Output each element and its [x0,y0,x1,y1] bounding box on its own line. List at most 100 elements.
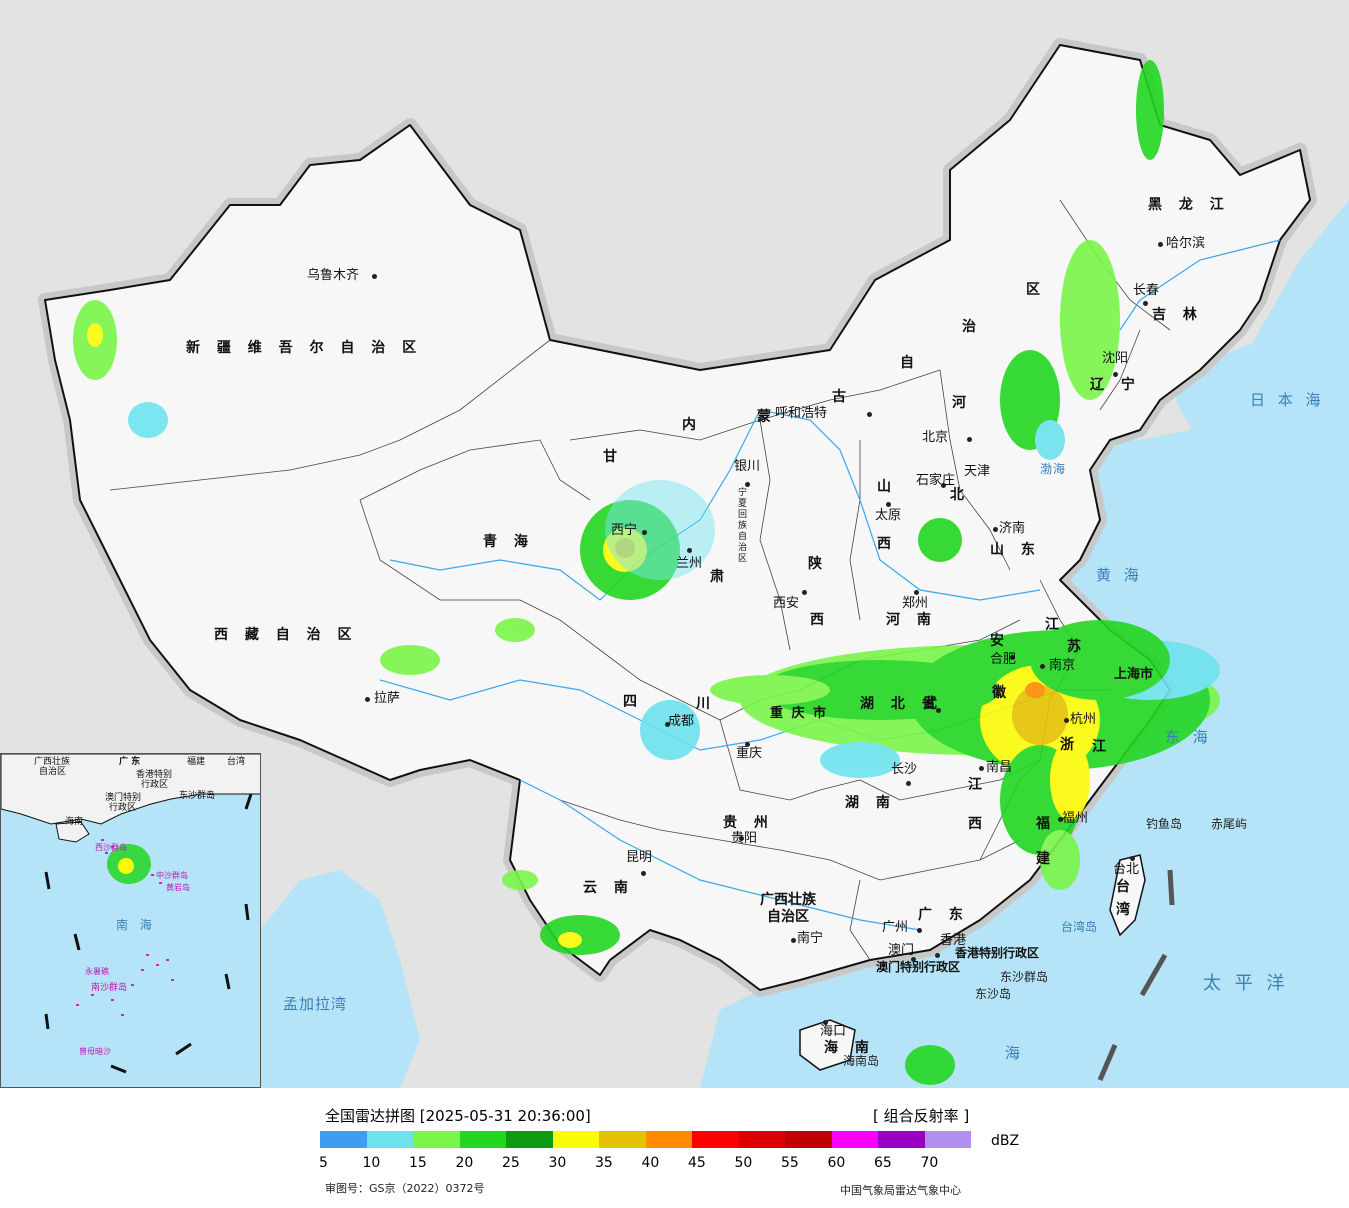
label-heilongjiang: 黑 龙 江 [1148,197,1230,213]
inset-label-guangxi-2: 自治区 [39,767,67,777]
color-scale-tick: 50 [734,1155,753,1171]
inset-label-nanhai: 南 海 [116,918,156,932]
city-dot-shenyang [1113,372,1118,377]
label-anhui-2: 徽 [992,685,1006,701]
inset-label-macau: 澳门特别 [105,793,142,803]
label-chiwei: 赤尾屿 [1211,817,1248,831]
label-wuhan: 武 [923,696,937,712]
label-zhejiang-2: 江 [1092,739,1106,755]
inset-echo-core [118,858,134,874]
color-scale-cell [366,1131,413,1148]
label-liaoning: 辽 宁 [1090,377,1141,393]
unit-label: dBZ [991,1133,1020,1149]
label-xining: 西宁 [611,523,638,538]
label-shaanxi-2: 西 [810,612,824,628]
city-dot-wuhan [936,708,941,713]
product-label: [ 组合反射率 ] [873,1107,970,1125]
city-dot-beijing [967,437,972,442]
color-scale-tick: 25 [502,1155,520,1171]
color-scale-cell [831,1131,878,1148]
city-dot-guangzhou [917,928,922,933]
label-neimenggu-2: 蒙 [757,409,771,425]
city-dot-nanjing [1040,664,1045,669]
color-scale-tick: 5 [319,1155,328,1171]
label-gansu-1: 甘 [603,449,617,465]
label-guangzhou: 广州 [882,920,909,935]
label-guangxi-2: 自治区 [767,909,809,925]
color-scale-tick: 55 [781,1155,799,1171]
city-dot-hefei [1010,655,1015,660]
inset-label-xisha: 西沙群岛 [95,843,127,852]
city-dot-taiyuan [886,502,891,507]
label-neimenggu-4: 自 [900,355,914,371]
label-urumqi: 乌鲁木齐 [307,268,360,283]
label-shanxi-2: 西 [877,536,891,552]
inset-label-nansha: 南沙群岛 [91,983,128,993]
city-dot-macau [911,957,916,962]
inset-label-huangyan: 黄岩岛 [166,883,190,892]
label-kunming: 昆明 [626,850,653,865]
inset-map [1,754,260,1074]
city-dot-nanning [791,938,796,943]
label-hefei: 合肥 [990,652,1017,667]
inset-label-guangdong: 广 东 [119,757,141,767]
label-jinan: 济南 [999,521,1026,536]
label-nanning: 南宁 [797,931,824,946]
color-scale-tick: 45 [688,1155,706,1171]
color-scale-tick: 15 [409,1155,427,1171]
color-scale-tick: 30 [548,1155,567,1171]
color-scale-cell [413,1131,460,1148]
south-china-sea-inset: 广西壮族 自治区 广 东 福建 台湾 香港特别 行政区 澳门特别 行政区 东沙群… [0,753,261,1088]
sea-east [700,200,1349,1088]
label-sea-of-japan: 日 本 海 [1250,391,1325,409]
label-neimenggu-1: 内 [682,417,696,433]
label-shenyang: 沈阳 [1102,351,1129,366]
inset-dashed-line [44,793,253,1074]
label-hainan-island: 海南岛 [843,1054,880,1068]
label-neimenggu-3: 古 [832,389,846,405]
label-guangdong: 广 东 [918,907,969,923]
label-anhui-1: 安 [990,633,1004,649]
label-changchun: 长春 [1133,283,1160,298]
label-lhasa: 拉萨 [374,691,401,706]
label-hohhot: 呼和浩特 [775,406,828,421]
label-east-china-sea: 东 海 [1165,728,1212,746]
city-dot-shijiazhuang [941,483,946,488]
city-dot-kunming [641,871,646,876]
label-bohai: 渤海 [1040,462,1067,476]
inset-label-hongkong-2: 行政区 [141,780,169,790]
label-hebei-1: 河 [952,395,966,411]
label-pacific: 太 平 洋 [1203,973,1289,994]
label-shaanxi-1: 陕 [808,556,822,572]
boundary-dashes [1097,869,1175,1081]
city-dot-xining [642,530,647,535]
label-zhejiang-1: 浙 [1060,737,1074,753]
city-dot-hohhot [867,412,872,417]
label-fuzhou: 福州 [1062,811,1089,826]
label-yinchuan: 银川 [734,459,761,474]
color-scale-cell [459,1131,506,1148]
producer-credit: 中国气象局雷达气象中心 [840,1184,961,1197]
label-hangzhou: 杭州 [1070,712,1097,727]
inset-label-hainan: 海南 [65,817,84,827]
label-yellow-sea: 黄 海 [1096,566,1143,584]
inset-label-macau-2: 行政区 [109,803,137,813]
label-dongsha-island: 东沙岛 [975,987,1012,1001]
label-chongqing: 重 庆 市 [770,706,829,721]
label-haikou: 海口 [820,1024,847,1039]
city-dot-lhasa [365,697,370,702]
label-tianjin: 天津 [964,464,991,479]
label-shanghai: 上海市 [1114,667,1154,682]
label-hunan: 湖 南 [845,795,896,811]
label-nanchang: 南昌 [986,760,1013,775]
color-scale-cell [506,1131,553,1148]
color-scale-tick: 60 [827,1155,846,1171]
label-diaoyu: 钓鱼岛 [1146,817,1183,831]
color-scale-cell [320,1131,367,1148]
color-scale-cell [785,1131,832,1148]
color-scale-tick: 70 [920,1155,939,1171]
taiwan-island [1109,854,1146,937]
label-guangxi-1: 广西壮族 [760,892,816,908]
label-sichuan-1: 四 [623,694,637,710]
color-scale-cell [645,1131,692,1148]
